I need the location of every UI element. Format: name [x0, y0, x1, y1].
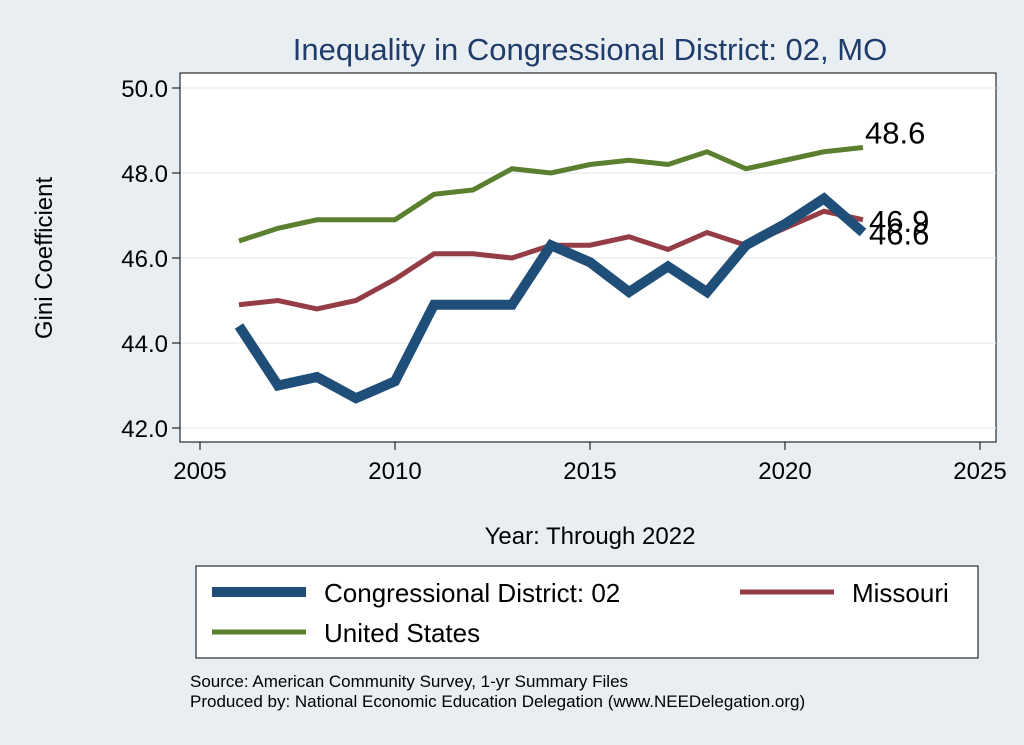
grid-lines	[180, 87, 996, 429]
y-tick-label: 46.0	[121, 246, 168, 273]
series-line	[238, 145, 864, 244]
x-tick-label: 2010	[368, 458, 421, 485]
series-line	[234, 192, 867, 404]
y-tick-label: 48.0	[121, 161, 168, 188]
y-tick-label: 42.0	[121, 416, 168, 443]
end-value-label: 46.9	[869, 204, 929, 239]
legend: Congressional District: 02 Missouri United…	[212, 578, 949, 648]
x-tick-label: 2025	[953, 458, 1006, 485]
y-tick-label: 50.0	[121, 76, 168, 103]
source-note: Source: American Community Survey, 1-yr …	[190, 672, 629, 691]
y-tick-label: 44.0	[121, 331, 168, 358]
end-value-label: 48.6	[865, 116, 925, 151]
x-tick-label: 2015	[563, 458, 616, 485]
x-tick-label: 2020	[758, 458, 811, 485]
end-value-label: 46.6	[869, 217, 929, 252]
y-axis-label: Gini Coefficient	[31, 177, 58, 340]
series-lines	[234, 145, 867, 404]
chart-title: Inequality in Congressional District: 02…	[293, 32, 887, 67]
legend-label: Missouri	[852, 578, 949, 608]
legend-box	[195, 565, 979, 659]
producer-note: Produced by: National Economic Education…	[190, 692, 806, 711]
end-labels: 46.646.9 48.6	[865, 116, 929, 252]
legend-label: United States	[324, 618, 480, 648]
x-axis-label: Year: Through 2022	[485, 523, 696, 550]
x-tick-label: 2005	[173, 458, 226, 485]
axes: 42.0 44.0 46.0 48.0 50.0 2005 2010 2015 2020 2025	[121, 73, 1007, 485]
legend-label: Congressional District: 02	[324, 578, 620, 608]
